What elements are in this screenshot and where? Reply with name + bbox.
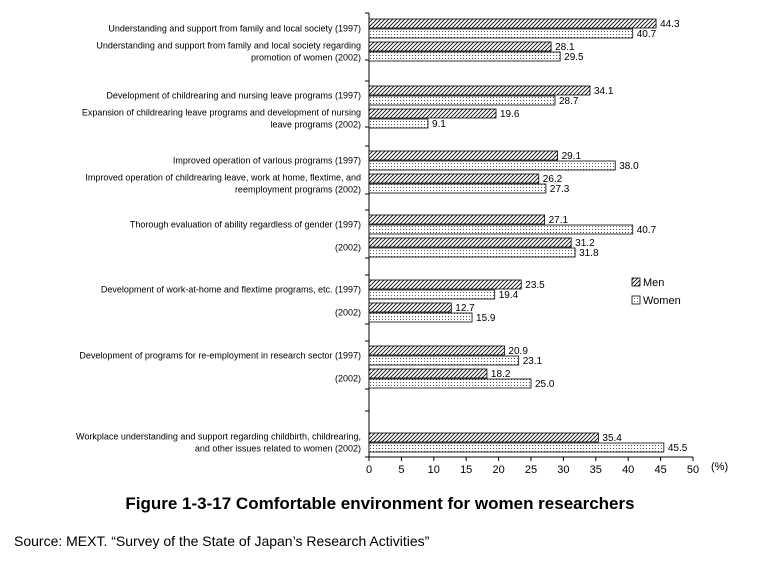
- category-label: Development of childrearing and nursing …: [106, 91, 361, 101]
- legend: Men Women: [631, 277, 681, 307]
- category-label: Understanding and support from family an…: [96, 41, 361, 51]
- bar-women: [368, 247, 576, 258]
- data-label-men: 44.3: [660, 19, 680, 30]
- bars-layer: 44.340.728.129.534.128.719.69.129.138.02…: [368, 18, 688, 454]
- data-label-women: 38.0: [619, 161, 639, 172]
- category-label: reemployment programs (2002): [235, 185, 361, 195]
- category-label: Improved operation of childrearing leave…: [85, 173, 361, 183]
- x-tick-label: 30: [557, 464, 569, 476]
- bar-men: [368, 279, 522, 290]
- bar-women: [368, 160, 616, 171]
- category-label: Thorough evaluation of ability regardles…: [130, 220, 361, 230]
- x-tick-label: 45: [654, 464, 666, 476]
- data-label-men: 29.1: [562, 151, 582, 162]
- bar-women: [368, 289, 496, 300]
- data-label-women: 45.5: [668, 443, 688, 454]
- data-label-men: 19.6: [500, 109, 520, 120]
- bar-men: [368, 41, 552, 52]
- bar-men: [368, 368, 488, 379]
- category-label: Development of work-at-home and flextime…: [101, 285, 361, 295]
- bar-women: [368, 442, 665, 453]
- bar-women: [368, 224, 634, 235]
- data-label-men: 12.7: [455, 303, 475, 314]
- bar-women: [368, 312, 473, 323]
- data-label-men: 23.5: [525, 280, 545, 291]
- bar-women: [368, 355, 520, 366]
- bar-women: [368, 118, 429, 129]
- bar-women: [368, 51, 561, 62]
- data-label-women: 28.7: [559, 96, 579, 107]
- data-label-women: 9.1: [432, 119, 446, 130]
- data-label-men: 34.1: [594, 86, 614, 97]
- x-unit-label: (%): [711, 461, 728, 473]
- category-label: Workplace understanding and support rega…: [76, 432, 361, 442]
- x-tick-label: 35: [590, 464, 602, 476]
- bar-men: [368, 432, 599, 443]
- data-label-women: 29.5: [564, 52, 584, 63]
- bar-women: [368, 95, 556, 106]
- data-label-men: 18.2: [491, 369, 511, 380]
- data-label-women: 40.7: [637, 225, 657, 236]
- data-label-women: 19.4: [499, 290, 519, 301]
- bar-men: [368, 173, 540, 184]
- bar-women: [368, 28, 634, 39]
- legend-label-men: Men: [643, 277, 664, 289]
- category-label: Development of programs for re-employmen…: [79, 351, 361, 361]
- legend-label-women: Women: [643, 295, 681, 307]
- category-label: Expansion of childrearing leave programs…: [82, 108, 361, 118]
- category-label: (2002): [335, 374, 361, 384]
- category-label: promotion of women (2002): [251, 53, 361, 63]
- category-label: (2002): [335, 243, 361, 253]
- data-label-women: 27.3: [550, 184, 570, 195]
- bar-men: [368, 302, 452, 313]
- figure-title: Figure 1-3-17 Comfortable environment fo…: [125, 494, 635, 513]
- bar-men: [368, 237, 572, 248]
- data-label-women: 31.8: [579, 248, 599, 259]
- bar-women: [368, 183, 547, 194]
- x-tick-label: 15: [460, 464, 472, 476]
- x-tick-label: 10: [428, 464, 440, 476]
- axis-layer: 0 5 10 15 20 25 30 35 40 45 50 (%): [365, 12, 728, 476]
- bar-men: [368, 108, 497, 119]
- source-note: Source: MEXT. “Survey of the State of Ja…: [14, 533, 430, 549]
- data-label-men: 26.2: [543, 174, 563, 185]
- bar-men: [368, 150, 558, 161]
- x-tick-label: 0: [366, 464, 372, 476]
- category-label: Understanding and support from family an…: [108, 24, 361, 34]
- bar-men: [368, 85, 591, 96]
- data-label-men: 28.1: [555, 42, 575, 53]
- x-tick-label: 25: [525, 464, 537, 476]
- x-tick-label: 20: [492, 464, 504, 476]
- x-tick-label: 50: [687, 464, 699, 476]
- data-label-women: 25.0: [535, 379, 555, 390]
- bar-men: [368, 214, 546, 225]
- category-labels: Understanding and support from family an…: [76, 24, 361, 454]
- bar-men: [368, 345, 505, 356]
- x-tick-label: 5: [398, 464, 404, 476]
- data-label-men: 27.1: [549, 215, 569, 226]
- data-label-men: 20.9: [508, 346, 528, 357]
- x-tick-label: 40: [622, 464, 634, 476]
- data-label-men: 35.4: [602, 433, 622, 444]
- category-label: Improved operation of various programs (…: [173, 156, 361, 166]
- legend-swatch-men: [631, 277, 641, 287]
- category-label: (2002): [335, 308, 361, 318]
- bar-women: [368, 378, 532, 389]
- data-label-women: 15.9: [476, 313, 496, 324]
- category-label: leave programs (2002): [270, 120, 361, 130]
- data-label-men: 31.2: [575, 238, 595, 249]
- bar-men: [368, 18, 657, 29]
- legend-swatch-women: [631, 295, 641, 305]
- data-label-women: 23.1: [523, 356, 543, 367]
- category-label: and other issues related to women (2002): [195, 444, 361, 454]
- bar-chart: 0 5 10 15 20 25 30 35 40 45 50 (%) 44.340.728.129.5…: [76, 12, 728, 476]
- data-label-women: 40.7: [637, 29, 657, 40]
